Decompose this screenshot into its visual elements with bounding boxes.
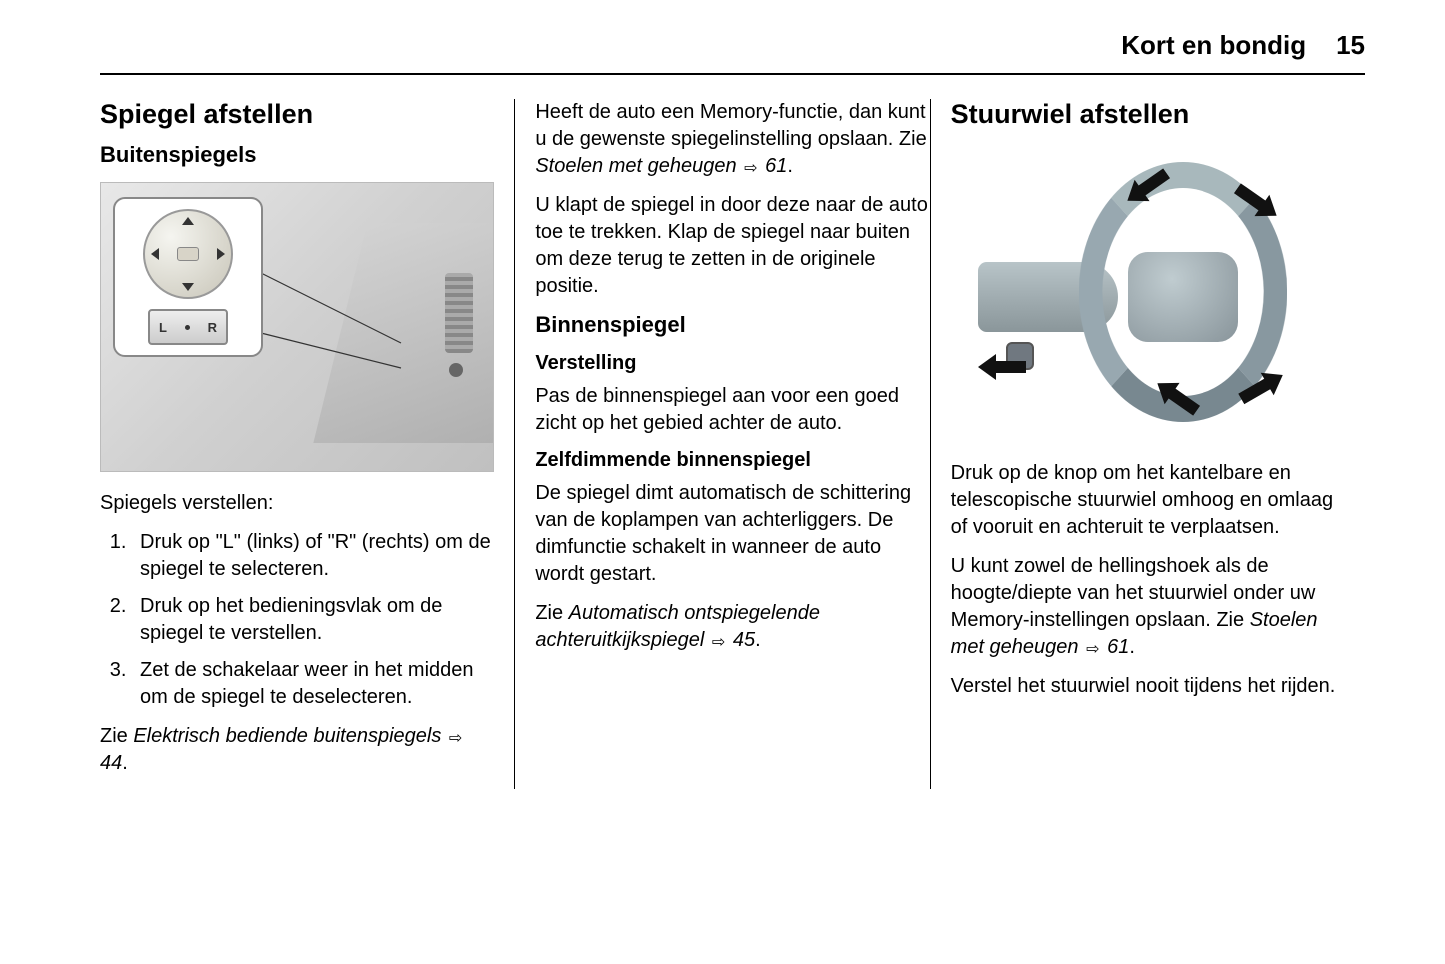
section-heading-spiegel: Spiegel afstellen bbox=[100, 99, 494, 130]
subsubsection-zelfdimmend: Zelfdimmende binnenspiegel bbox=[535, 449, 929, 472]
steering-memory-paragraph: U kunt zowel de hellingshoek als de hoog… bbox=[951, 553, 1345, 661]
subsubsection-verstelling: Verstelling bbox=[535, 352, 929, 375]
mirror-adjust-dial bbox=[143, 209, 233, 299]
mirror-control-inset: L R bbox=[113, 197, 263, 357]
list-item: Druk op het bedieningsvlak om de spiegel… bbox=[132, 593, 494, 647]
ref-title: Stoelen met geheugen bbox=[535, 155, 736, 177]
ref-page: 44 bbox=[100, 752, 122, 774]
steering-warning-paragraph: Verstel het stuurwiel nooit tijdens het … bbox=[951, 673, 1345, 700]
subsection-buitenspiegels: Buitenspiegels bbox=[100, 142, 494, 168]
ref-page: 61 bbox=[765, 155, 787, 177]
ref-prefix: Zie bbox=[100, 725, 133, 747]
section-heading-stuurwiel: Stuurwiel afstellen bbox=[951, 99, 1345, 130]
ref-title: Elektrisch bediende buitenspiegels bbox=[133, 725, 441, 747]
reference-arrow-icon: ⇨ bbox=[1086, 639, 1099, 661]
autodim-paragraph: De spiegel dimt automatisch de schitteri… bbox=[535, 480, 929, 588]
memory-paragraph: Heeft de auto een Memory-functie, dan ku… bbox=[535, 99, 929, 180]
wheel-container bbox=[978, 152, 1318, 432]
page-header: Kort en bondig 15 bbox=[100, 20, 1365, 75]
lr-left-label: L bbox=[159, 320, 167, 335]
steering-adjust-paragraph: Druk op de knop om het kantelbare en tel… bbox=[951, 460, 1345, 541]
fold-mirror-paragraph: U klapt de spiegel in door deze naar de … bbox=[535, 192, 929, 300]
lr-selector-switch: L R bbox=[148, 309, 228, 345]
mirror-control-illustration: L R bbox=[100, 182, 494, 472]
arrow-in-icon bbox=[978, 352, 1026, 382]
content-columns: Spiegel afstellen Buitenspiegels bbox=[100, 99, 1365, 789]
chapter-title: Kort en bondig bbox=[1121, 30, 1306, 61]
mirror-intro-text: Spiegels verstellen: bbox=[100, 490, 494, 517]
list-item: Zet de schakelaar weer in het midden om … bbox=[132, 657, 494, 711]
interior-mirror-adjust-paragraph: Pas de binnenspiegel aan voor een goed z… bbox=[535, 383, 929, 437]
dial-arrow-up-icon bbox=[182, 217, 194, 225]
ref-page: 61 bbox=[1107, 636, 1129, 658]
dial-arrow-left-icon bbox=[151, 248, 159, 260]
steering-wheel-illustration bbox=[951, 142, 1345, 442]
autodim-reference: Zie Automatisch ontspiegelende achteruit… bbox=[535, 600, 929, 654]
dial-center-icon bbox=[177, 247, 199, 261]
ref-title: Automatisch ontspiegelende achteruitkijk… bbox=[535, 602, 820, 651]
reference-arrow-icon: ⇨ bbox=[712, 632, 725, 654]
column-2: Heeft de auto een Memory-functie, dan ku… bbox=[515, 99, 929, 789]
mirror-steps-list: Druk op "L" (links) of "R" (rechts) om d… bbox=[100, 529, 494, 711]
reference-arrow-icon: ⇨ bbox=[744, 158, 757, 180]
list-item: Druk op "L" (links) of "R" (rechts) om d… bbox=[132, 529, 494, 583]
column-3: Stuurwiel afstellen bbox=[931, 99, 1365, 789]
subsection-binnenspiegel: Binnenspiegel bbox=[535, 312, 929, 338]
ref-page: 45 bbox=[733, 629, 755, 651]
dial-arrow-right-icon bbox=[217, 248, 225, 260]
column-1: Spiegel afstellen Buitenspiegels bbox=[100, 99, 514, 789]
lr-right-label: R bbox=[208, 320, 217, 335]
memory-text: Heeft de auto een Memory-functie, dan ku… bbox=[535, 101, 926, 150]
reference-arrow-icon: ⇨ bbox=[449, 728, 462, 750]
page-number: 15 bbox=[1336, 30, 1365, 61]
mirror-reference: Zie Elektrisch bediende buitenspiegels ⇨… bbox=[100, 723, 494, 777]
lr-center-dot-icon bbox=[185, 325, 190, 330]
ref-prefix: Zie bbox=[535, 602, 568, 624]
dial-arrow-down-icon bbox=[182, 283, 194, 291]
